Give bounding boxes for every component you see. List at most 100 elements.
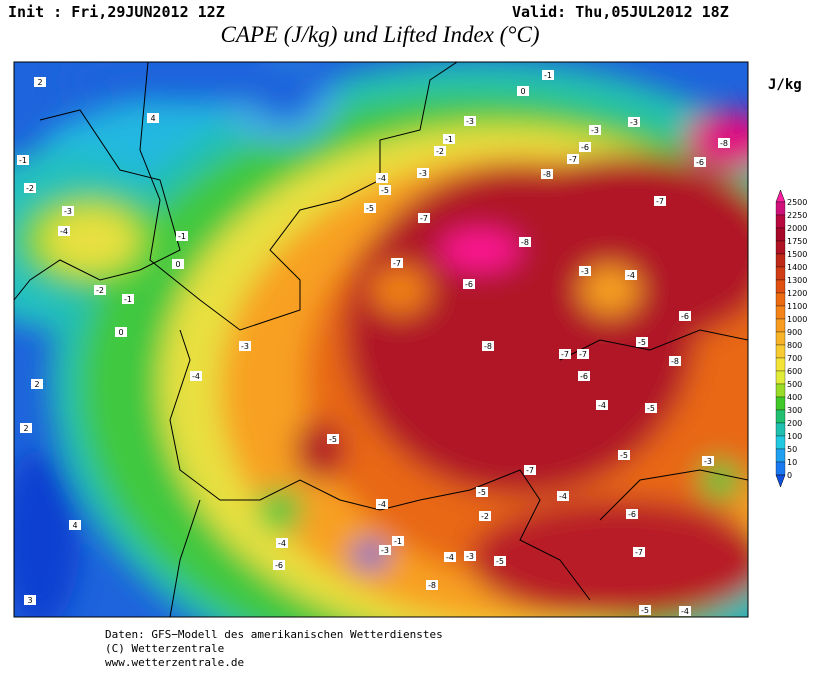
legend-swatch [775, 253, 786, 268]
field-blob [258, 488, 302, 532]
footer-copyright: (C) Wetterzentrale [105, 642, 225, 655]
contour-label-box [476, 487, 488, 497]
legend-swatch [775, 331, 786, 346]
contour-label: -8 [543, 170, 551, 179]
contour-label-box [24, 183, 36, 193]
contour-label: -1 [544, 71, 552, 80]
contour-label: -3 [704, 457, 712, 466]
contour-label: -5 [496, 557, 504, 566]
legend-swatch [775, 435, 786, 450]
contour-label-box [34, 77, 46, 87]
legend-swatch [775, 201, 786, 216]
legend-label: 1750 [787, 237, 807, 246]
field-blob [685, 110, 748, 170]
contour-label: -8 [484, 342, 492, 351]
legend-swatch [775, 461, 786, 476]
contour-label: 0 [175, 260, 180, 269]
contour-label-box [379, 545, 391, 555]
contour-label: -4 [446, 553, 454, 562]
contour-label-box [464, 551, 476, 561]
contour-label-box [31, 379, 43, 389]
footer-url: www.wetterzentrale.de [105, 656, 245, 669]
contour-label: 4 [150, 114, 155, 123]
contour-label-box [702, 456, 714, 466]
contour-label-box [618, 450, 630, 460]
contour-label: -6 [696, 158, 704, 167]
legend-swatch [775, 422, 786, 437]
contour-label-box [17, 155, 29, 165]
contour-label-box [69, 520, 81, 530]
legend-label: 500 [787, 380, 802, 389]
contour-label: -6 [465, 280, 473, 289]
legend-swatch [775, 448, 786, 463]
field-blob [60, 62, 340, 105]
contour-label: -3 [381, 546, 389, 555]
legend-swatch [775, 292, 786, 307]
legend-label: 1400 [787, 263, 807, 272]
contour-label: -6 [581, 143, 589, 152]
contour-label: 3 [27, 596, 32, 605]
contour-label: -4 [60, 227, 68, 236]
contour-label-box [172, 259, 184, 269]
legend-swatch [775, 396, 786, 411]
contour-label: -1 [124, 295, 132, 304]
contour-label: -5 [329, 435, 337, 444]
contour-label-box [541, 169, 553, 179]
contour-label: -5 [366, 204, 374, 213]
contour-label-box [669, 356, 681, 366]
contour-label: -6 [628, 510, 636, 519]
legend-label: 1000 [787, 315, 807, 324]
contour-label-box [679, 311, 691, 321]
contour-label: -5 [641, 606, 649, 615]
contour-label-box [482, 341, 494, 351]
contour-label: -4 [681, 607, 689, 616]
field-blobs [14, 62, 748, 617]
contour-label: 2 [23, 424, 28, 433]
contour-label-box [392, 536, 404, 546]
contour-label: -2 [436, 147, 444, 156]
contour-label-box [596, 400, 608, 410]
contour-label-box [494, 556, 506, 566]
contour-label: 0 [520, 87, 525, 96]
contour-label-box [443, 134, 455, 144]
contour-label-box [679, 606, 691, 616]
legend-label: 0 [787, 471, 792, 480]
legend-swatch [775, 266, 786, 281]
map-frame [13, 61, 749, 618]
legend-label: 700 [787, 354, 802, 363]
legend-label: 2000 [787, 224, 807, 233]
contour-label: -2 [96, 286, 104, 295]
contour-label-box [639, 605, 651, 615]
legend-label: 2500 [787, 198, 807, 207]
field-blob [42, 208, 138, 272]
legend-label: 1300 [787, 276, 807, 285]
valid-time: Valid: Thu,05JUL2012 18Z [512, 3, 729, 21]
contour-label: -1 [445, 135, 453, 144]
contour-label-box [176, 231, 188, 241]
legend-unit: J/kg [768, 77, 802, 93]
contour-label-box [579, 142, 591, 152]
contour-label: -4 [598, 401, 606, 410]
contour-label: -7 [569, 155, 577, 164]
contour-label: -3 [581, 267, 589, 276]
contour-label: 0 [118, 328, 123, 337]
contour-label: -3 [64, 207, 72, 216]
contour-label: -3 [419, 169, 427, 178]
contour-label: -8 [720, 139, 728, 148]
contour-label: -7 [526, 466, 534, 475]
legend-swatch [775, 240, 786, 255]
contour-label-box [718, 138, 730, 148]
contour-label: -8 [521, 238, 529, 247]
contour-label-box [559, 349, 571, 359]
contour-label-box [517, 86, 529, 96]
legend-swatch [775, 279, 786, 294]
contour-label: -7 [561, 350, 569, 359]
contour-label-box [426, 580, 438, 590]
contour-label: 2 [37, 78, 42, 87]
field-blob [370, 265, 430, 315]
contour-label: -8 [671, 357, 679, 366]
legend-swatch [775, 409, 786, 424]
legend-label: 600 [787, 367, 802, 376]
